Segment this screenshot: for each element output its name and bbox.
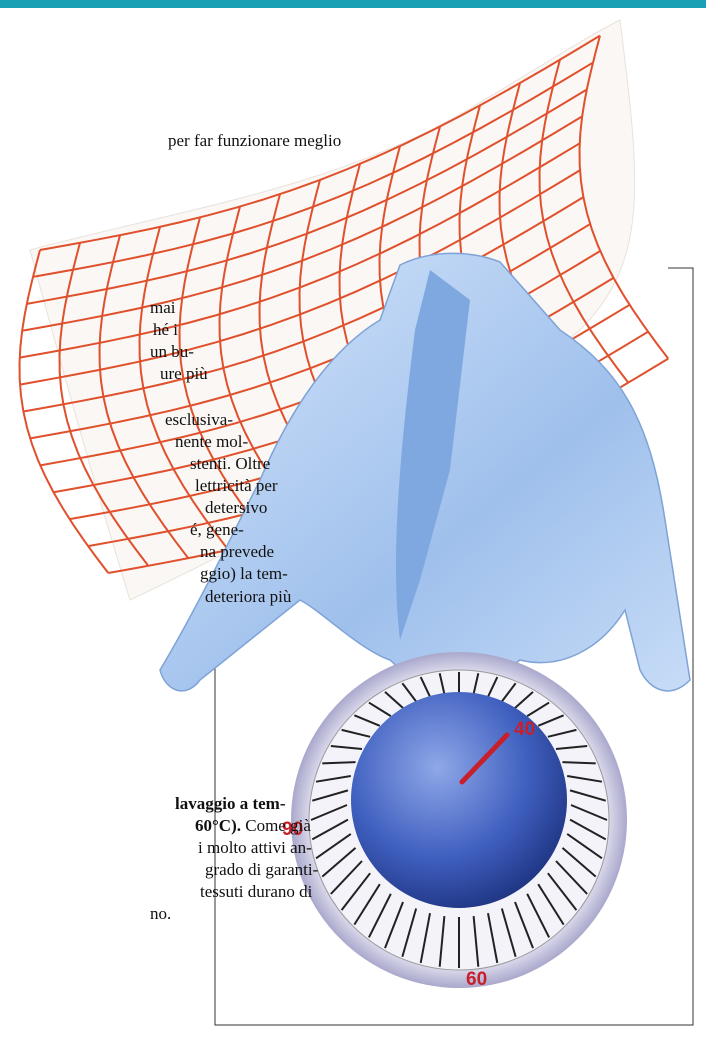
text-fragment: lettricità per [195,476,278,495]
dial-tick [438,915,446,967]
text-line: 60°C). Come già [195,816,311,836]
dial-tick [353,883,381,926]
top-bar [0,0,706,8]
dial-tick [501,682,517,703]
grid-line [19,169,581,386]
text-run: i molto attivi an- [198,838,312,857]
dial-tick [555,860,588,895]
frame [214,267,694,1026]
dial-tick [419,912,431,964]
dial-knob [351,692,567,908]
text-fragment: hé i [153,320,179,339]
grid-line [21,115,583,332]
dial-tick [562,761,596,765]
text-line: no. [150,904,171,924]
text-fragment: ggio) la tem- [200,564,288,583]
dial-tick [537,714,565,727]
dial-label: 40 [514,719,535,740]
dial-tick [547,728,577,738]
grid-line [39,34,601,251]
dial-tick [569,789,607,802]
dial-tick [537,883,565,926]
dial-tick [514,691,534,709]
dial-tick [311,818,349,841]
dial-tick [368,701,392,717]
dial-tick [315,833,352,860]
dial-tick [569,818,607,841]
dial-tick [438,673,446,695]
dial-tick [401,908,418,958]
text-fragment: per far funzionare meglio [168,131,342,150]
text-fragment: nente mol- [175,432,249,451]
text-line: i molto attivi an- [198,838,312,858]
dial-tick [401,682,417,703]
text-run: 60°C). [195,816,241,835]
dial-tick [310,804,348,821]
text-fragment: stenti. Oltre [190,454,271,473]
dial-tick [555,745,588,750]
dial-tick [500,908,517,958]
dial-tick [526,893,550,938]
dial-tick [353,714,381,727]
dial-tick [472,915,480,967]
dial-tick [567,775,603,783]
text-fragment: ure più [160,364,208,383]
dial-label: 60 [466,969,487,990]
dial-tick [368,893,392,938]
text-run: Come già [245,816,311,835]
dial-tick [561,847,597,878]
dial-tick [570,804,608,821]
dial-tick [566,833,603,860]
text-run: lavaggio a tem- [175,794,286,813]
dial-needle [459,732,510,785]
text-fragment: é, gene- [190,520,244,539]
dial-tick [419,676,431,698]
dial-tick [384,691,404,709]
dial-tick [330,745,363,750]
dial-tick [487,676,499,698]
grid-line [26,88,588,305]
dial-tick [514,901,534,949]
dial-tick [311,789,349,802]
text-line: tessuti durano di [200,882,312,902]
dial-tick [341,728,371,738]
dial-tick [547,872,578,911]
text-fragment: na prevede [200,542,275,561]
dial-tick [330,860,363,895]
dial-tick [487,912,499,964]
grid-line [32,61,594,278]
text-fragment: mai [150,298,176,317]
dial-tick [384,901,404,949]
dial-label: 90 [282,819,303,840]
text-fragment: detersivo [205,498,268,517]
dial-tick [321,847,357,878]
fabric [29,19,636,601]
dial-tick [472,673,480,695]
text-line: grado di garanti- [205,860,318,880]
text-run: no. [150,904,172,923]
text-fragment: esclusiva- [165,410,233,429]
dial-tick [340,872,371,911]
dial-tick [322,761,356,765]
dial-tick [526,701,550,717]
grid-line [19,142,581,359]
text-fragment: deteriora più [205,587,292,606]
shirt-shadow [395,270,470,640]
text-fragment: un bu- [150,342,194,361]
grid-line [23,196,584,413]
text-run: tessuti durano di [200,882,313,901]
text-line: lavaggio a tem- [175,794,285,814]
dial-ticks [310,672,608,968]
text-run: grado di garanti- [205,860,319,879]
dial-tick [315,775,351,783]
